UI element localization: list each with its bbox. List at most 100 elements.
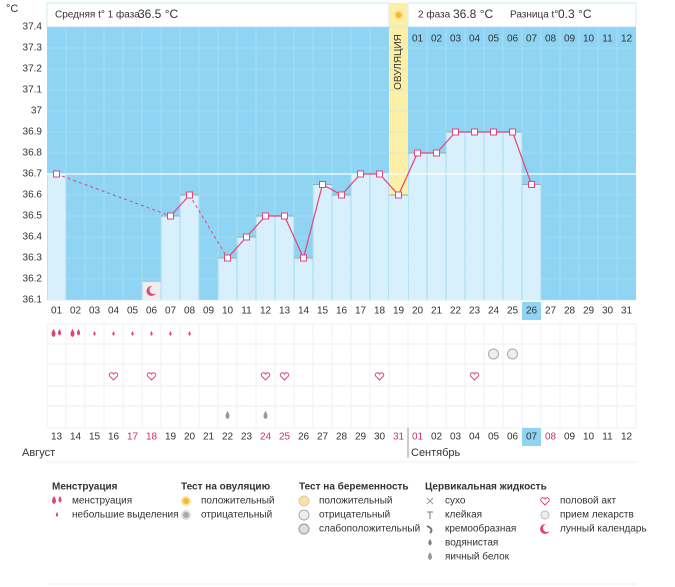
legend-title: Цервикальная жидкость [425,482,547,493]
day-number: 01 [51,306,63,317]
event-icon [51,329,62,337]
day-number: 16 [336,306,348,317]
temp-point [471,128,478,136]
bar [370,174,389,300]
event-icon [112,331,115,336]
phase2-day: 02 [431,34,443,45]
phase1-label: Средняя t° 1 фаза [55,9,140,21]
legend-icon [540,510,550,520]
bar [275,216,294,300]
day-number: 09 [203,306,215,317]
phase2-day: 04 [469,34,481,45]
day-number: 04 [108,306,120,317]
calendar-date: 09 [564,432,576,443]
calendar-date: 04 [469,432,481,443]
diff-value: 0.3 °C [558,7,592,21]
day-number: 17 [355,306,367,317]
day-number: 19 [393,306,405,317]
ovulation-label: ОВУЛЯЦИЯ [393,34,404,90]
temp-point [395,191,402,199]
event-icon [70,329,81,337]
event-icon [279,372,290,381]
header-phase1 [46,2,390,28]
day-number: 03 [89,306,101,317]
legend-item: положительный [319,496,392,507]
legend-item: слабоположительный [319,523,420,535]
day-number: 06 [146,306,158,317]
temp-point [167,212,174,220]
legend-item: кремообразная [445,523,516,535]
day-number: 18 [374,306,386,317]
temp-point [186,191,193,199]
calendar-date: 26 [298,432,310,443]
legend-icon [428,552,432,560]
event-icon [488,348,499,360]
event-icon [507,348,518,360]
bar [313,184,332,300]
calendar-date: 24 [260,432,272,443]
day-number: 25 [507,306,519,317]
calendar-date: 17 [127,432,139,443]
header-phase2 [407,2,637,28]
y-tick-label: 36.2 [23,274,43,285]
temp-point [281,212,288,220]
day-number: 07 [165,306,177,317]
event-icon [108,372,119,381]
day-number: 21 [431,306,443,317]
calendar-date: 11 [602,432,613,443]
calendar-date: 12 [621,432,633,443]
calendar-today [522,428,541,446]
event-icon [150,331,153,336]
calendar-date: 10 [583,432,595,443]
diff-label: Разница t° [510,10,558,21]
day-number: 13 [279,306,291,317]
legend-item: клейкая [445,510,482,521]
phase2-day: 08 [545,34,557,45]
calendar-date: 21 [203,432,215,443]
day-number: 24 [488,306,500,317]
y-tick-label: 37.3 [23,43,43,54]
phase2-day: 06 [507,34,519,45]
legend-item: менструация [72,496,132,507]
calendar-date: 22 [222,432,234,443]
legend-title: Тест на овуляцию [181,482,271,493]
event-icon [93,331,96,336]
day-number: 22 [450,306,462,317]
event-icon [146,372,157,381]
legend-item: небольшие выделения [72,509,179,521]
legend-title: Менструация [52,482,118,493]
day-number: 30 [602,306,614,317]
calendar-date: 23 [241,432,253,443]
day-number: 12 [260,306,272,317]
legend-item: сухо [445,496,466,507]
y-tick-label: 37.1 [23,85,43,96]
legend-icon [428,539,432,546]
bar [408,153,427,300]
bar [465,132,484,300]
phase2-label: 2 фаза [418,9,451,21]
day-number: 14 [298,306,310,317]
day-number: 26 [526,306,538,317]
legend-icon [55,512,59,517]
bar [294,258,313,300]
temp-point [376,170,383,178]
y-tick-label: 37.2 [23,64,43,75]
day-number: 27 [545,306,557,317]
bar [446,132,465,300]
calendar-date: 08 [545,432,557,443]
event-icon [374,372,385,381]
bar [256,216,275,300]
legend-item: отрицательный [201,510,272,521]
calendar-date: 05 [488,432,500,443]
legend-item: положительный [201,496,274,507]
calendar-date: 29 [355,432,367,443]
bar [161,216,180,300]
legend-item: водянистая [445,538,498,549]
month-label: Сентябрь [411,447,461,459]
bar [389,195,408,300]
bar [47,174,66,300]
temp-point [319,181,326,188]
legend-icon [540,524,551,534]
event-icon [169,331,172,336]
calendar-date: 03 [450,432,462,443]
